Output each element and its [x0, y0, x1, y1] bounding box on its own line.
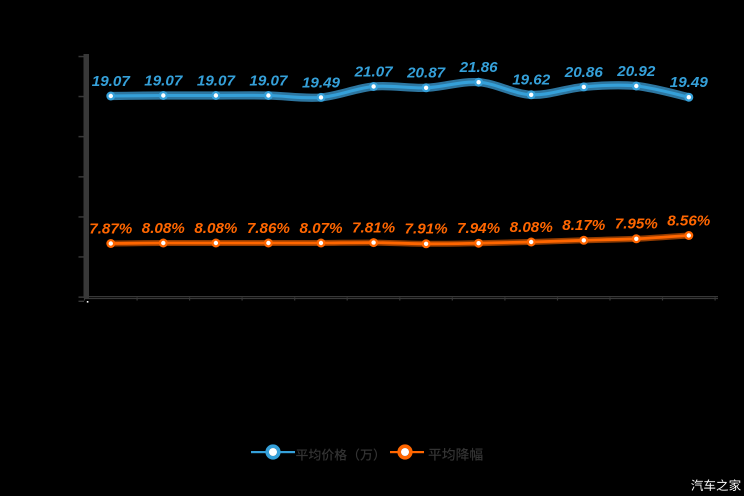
- svg-text:20.92: 20.92: [616, 63, 656, 80]
- svg-text:20.86: 20.86: [564, 64, 604, 81]
- svg-text:7.87%: 7.87%: [89, 220, 133, 237]
- svg-text:21.07: 21.07: [354, 63, 395, 80]
- svg-text:19.07: 19.07: [197, 72, 237, 89]
- svg-text:7.81%: 7.81%: [352, 219, 396, 236]
- svg-text:21.86: 21.86: [459, 59, 499, 76]
- svg-text:19.07: 19.07: [92, 73, 132, 90]
- svg-text:19.49: 19.49: [670, 74, 709, 91]
- svg-text:8.08%: 8.08%: [194, 220, 238, 237]
- svg-text:19.62: 19.62: [512, 72, 551, 89]
- svg-text:19.07: 19.07: [144, 72, 184, 89]
- svg-text:7.86%: 7.86%: [247, 220, 291, 237]
- svg-text:20.87: 20.87: [406, 65, 447, 82]
- svg-text:7.95%: 7.95%: [615, 216, 659, 233]
- svg-text:7.91%: 7.91%: [405, 221, 449, 238]
- svg-text:8.08%: 8.08%: [510, 219, 554, 236]
- svg-text:19.07: 19.07: [249, 72, 289, 89]
- svg-text:7.94%: 7.94%: [457, 220, 501, 237]
- svg-text:8.08%: 8.08%: [142, 220, 186, 237]
- svg-text:19.49: 19.49: [302, 74, 341, 91]
- svg-text:8.56%: 8.56%: [667, 212, 711, 229]
- svg-text:8.07%: 8.07%: [299, 220, 343, 237]
- svg-text:8.17%: 8.17%: [562, 217, 606, 234]
